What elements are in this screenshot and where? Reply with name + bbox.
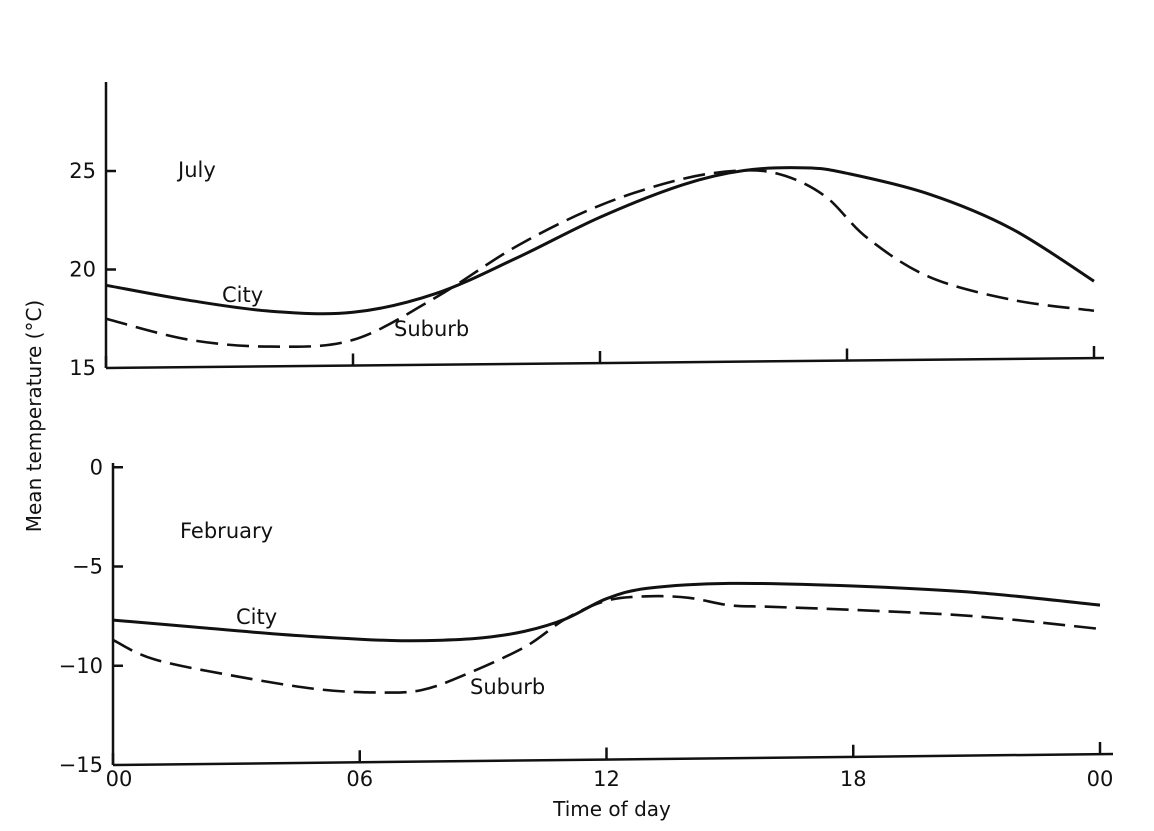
x-tick-label-3: 18 [840, 767, 867, 791]
july-suburb-series-line [105, 169, 1095, 349]
july-city-series-line [105, 166, 1095, 316]
x-tick-label-0: 00 [106, 767, 133, 791]
july-ticks [104, 169, 1096, 368]
feb-y-tick-label-0: −15 [59, 753, 103, 777]
july-suburb-label: Suburb [394, 317, 469, 341]
x-axis-title: Time of day [552, 797, 671, 821]
july-y-tick-labels: 15 20 25 [69, 159, 96, 380]
feb-y-tick-label-3: 0 [90, 455, 103, 479]
x-tick-label-4: 00 [1087, 767, 1114, 791]
february-panel: −15 −10 −5 0 February City Suburb [59, 455, 1114, 777]
february-y-tick-labels: −15 −10 −5 0 [59, 455, 103, 777]
feb-y-tick-label-1: −10 [59, 654, 103, 678]
feb-y-tick-label-2: −5 [72, 555, 103, 579]
x-tick-labels: 00 06 12 18 00 [106, 767, 1114, 791]
february-suburb-label: Suburb [470, 675, 545, 699]
july-y-tick-label-1: 20 [69, 258, 96, 282]
february-panel-label: February [180, 519, 273, 543]
july-y-tick-label-2: 25 [69, 159, 96, 183]
february-suburb-series-line [112, 594, 1101, 694]
february-ticks [111, 466, 1102, 765]
july-panel-label: July [176, 158, 216, 182]
y-axis-title: Mean temperature (°C) [22, 300, 46, 533]
july-y-tick-label-0: 15 [69, 356, 96, 380]
february-city-label: City [236, 605, 277, 629]
july-city-label: City [222, 283, 263, 307]
x-tick-label-1: 06 [346, 767, 373, 791]
july-panel: 15 20 25 July City Suburb [69, 82, 1105, 380]
february-city-series-line [112, 581, 1101, 643]
july-x-axis [105, 356, 1105, 370]
february-x-axis [112, 752, 1114, 767]
x-tick-label-2: 12 [593, 767, 620, 791]
